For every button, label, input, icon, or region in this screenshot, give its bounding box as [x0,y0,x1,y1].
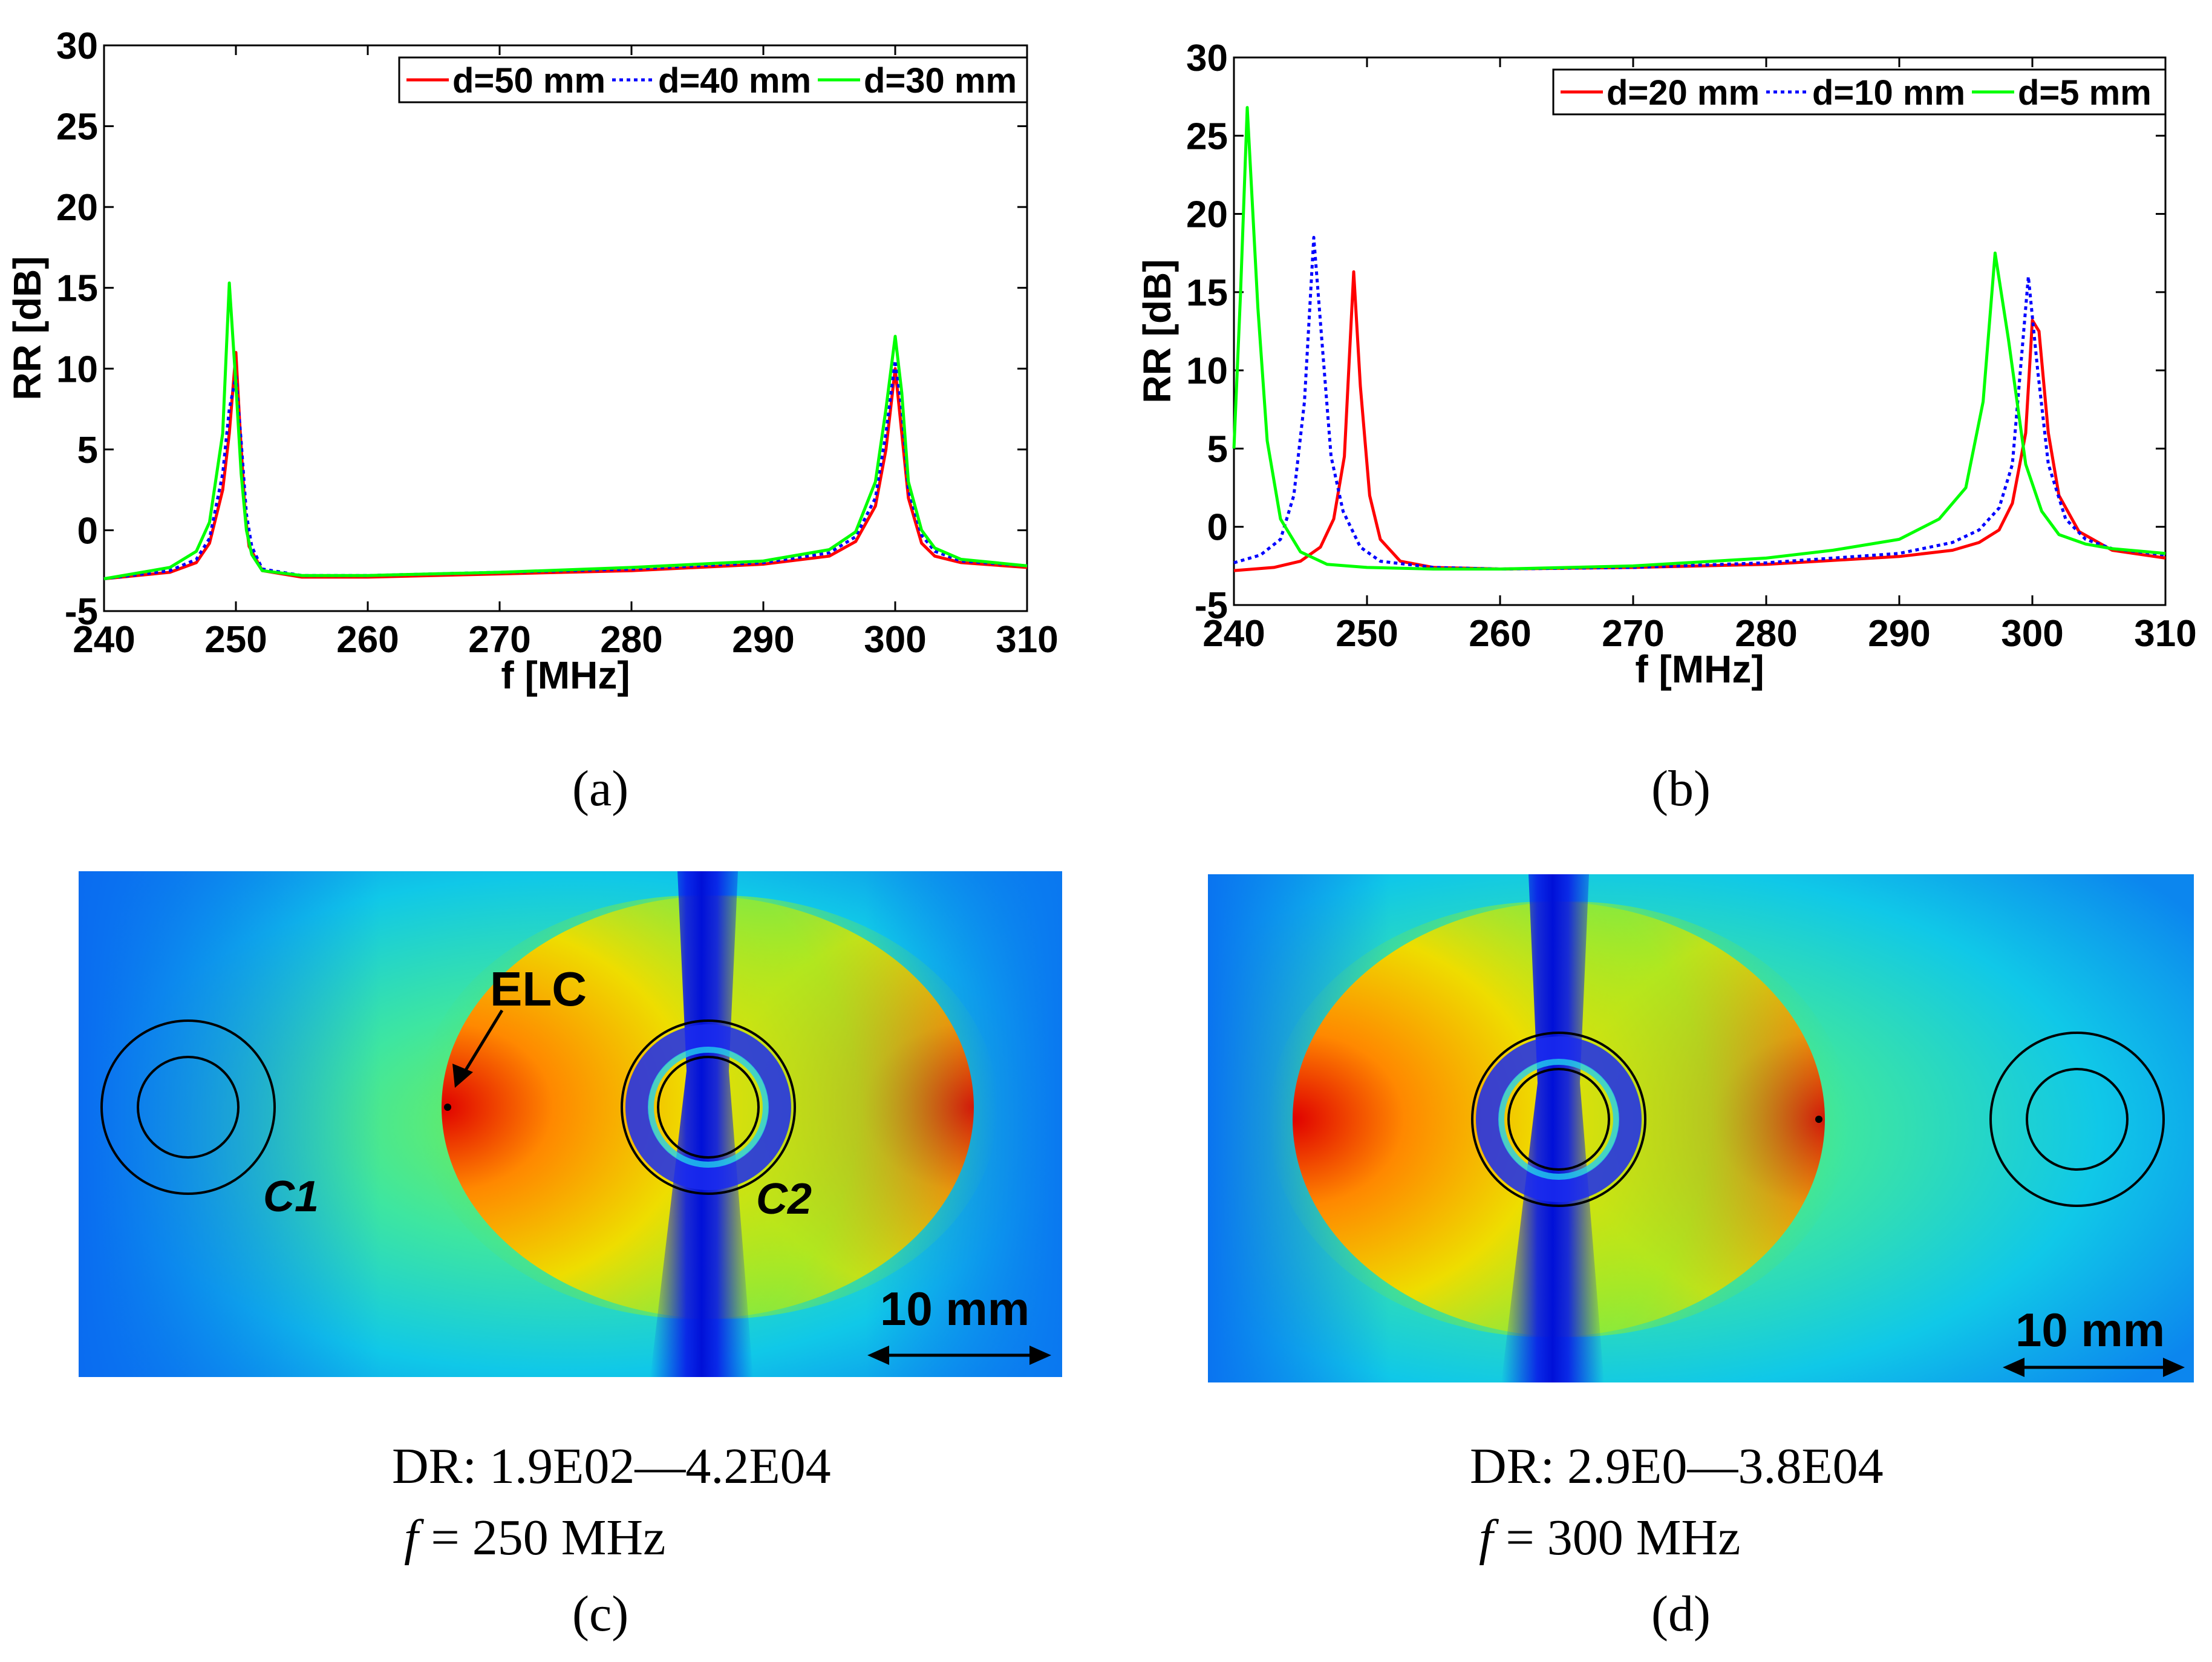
y-tick-label: 0 [77,510,98,552]
y-tick-label: 10 [1186,350,1228,392]
legend-label-1: d=10 mm [1812,73,1965,113]
x-tick-label: 290 [732,619,794,661]
elc-point [1815,1116,1822,1123]
ring-c2-inner [657,1056,760,1159]
x-tick-label: 250 [1336,613,1398,655]
x-tick-label: 260 [1469,613,1531,655]
legend-label-0: d=50 mm [452,61,605,100]
ring-left-inner [1507,1068,1610,1171]
legend-box [1552,68,2167,116]
freq-symbol-c: f [404,1510,419,1566]
panel-label-c: (c) [572,1586,629,1642]
y-tick-label: 30 [1186,38,1228,79]
x-axis-label: f [MHz] [501,653,630,697]
y-tick-label: 5 [1207,428,1228,470]
chart-b: 240 250 260 270 280 290 300 310 -5 0 5 10 15 20 25 30 f … [1135,38,2197,691]
y-tick-label: 5 [77,430,98,471]
ring-c2-outer [621,1019,796,1195]
scale-bar-right-arrow-icon [2163,1358,2185,1377]
panel-label-b: (b) [1651,761,1711,817]
chart-a: 240 250 260 270 280 290 300 310 -5 0 5 10 15 20 25 30 f … [5,25,1059,697]
legend-label-2: d=30 mm [864,61,1017,100]
ring-c1-outer [100,1019,276,1195]
freq-value-d: = 300 MHz [1506,1510,1741,1566]
legend-label-2: d=5 mm [2018,73,2152,113]
y-axis-label: RR [dB] [1135,259,1179,403]
elc-arrow [458,1009,504,1081]
x-tick-label: 270 [1602,613,1664,655]
scale-bar-right-arrow-icon [1029,1346,1051,1365]
ring-left-outer [1471,1032,1646,1207]
freq-symbol-d: f [1479,1510,1493,1566]
ring-right-inner [2026,1068,2129,1171]
x-tick-label: 280 [600,619,662,661]
y-tick-label: 20 [1186,194,1228,236]
dr-caption-c: DR: 1.9E02—4.2E04 [392,1438,831,1494]
legend-label-0: d=20 mm [1607,73,1760,113]
x-tick-label: 240 [1202,613,1265,655]
x-tick-label: 310 [2134,613,2196,655]
ring-c2-fill [625,1024,791,1190]
x-tick-label: 280 [1735,613,1797,655]
x-tick-label: 290 [1868,613,1930,655]
y-tick-label: 25 [56,106,98,148]
y-tick-label: -5 [1195,585,1228,627]
series-line-2 [1232,106,2166,571]
field-null-band [1501,874,1604,1382]
scale-bar-left-arrow-icon [867,1346,889,1365]
panel-label-d: (d) [1651,1586,1711,1642]
dr-caption-d: DR: 2.9E0—3.8E04 [1470,1438,1884,1494]
y-axis-label: RR [dB] [5,256,49,400]
y-tick-label: 15 [1186,272,1228,314]
y-tick-label: 30 [56,25,98,67]
y-tick-label: 0 [1207,507,1228,549]
annotation-c2: C2 [756,1175,812,1223]
scale-bar-label-d: 10 mm [2015,1303,2165,1356]
y-tick-label: 15 [56,268,98,310]
plot-frame [103,44,1028,612]
y-tick-label: -5 [65,591,98,633]
x-tick-label: 260 [336,619,399,661]
legend-box [398,56,1028,103]
legend-label-1: d=40 mm [658,61,811,100]
y-tick-label: 10 [56,348,98,390]
field-map-d: 10 mm [1208,874,2194,1382]
ring-c1-inner [137,1056,240,1159]
x-tick-label: 250 [204,619,267,661]
freq-caption-c: f = 250 MHz [404,1513,665,1563]
field-null-band [650,871,753,1377]
y-tick-label: 25 [1186,116,1228,157]
annotation-elc: ELC [490,962,587,1016]
x-tick-label: 300 [2001,613,2063,655]
scale-bar-label-c: 10 mm [880,1282,1029,1335]
scale-bar-left-arrow-icon [2003,1358,2024,1377]
plot-frame [1233,56,2167,606]
x-tick-label: 300 [864,619,926,661]
freq-caption-d: f = 300 MHz [1479,1513,1740,1563]
x-tick-label: 310 [996,619,1058,661]
freq-value-c: = 250 MHz [431,1510,666,1566]
x-axis-label: f [MHz] [1635,647,1764,691]
y-tick-label: 20 [56,187,98,229]
panel-label-a: (a) [572,761,629,817]
ring-left-fill [1476,1036,1642,1202]
series-line-2 [103,281,1028,581]
x-tick-label: 270 [468,619,530,661]
elc-arrowhead-icon [452,1064,473,1088]
elc-point [444,1104,451,1111]
x-tick-label: 240 [73,619,135,661]
series-line-0 [103,351,1028,581]
field-map-c: ELC C1 C2 10 mm [79,871,1062,1377]
annotation-c1: C1 [263,1173,319,1221]
ring-right-outer [1989,1032,2165,1207]
